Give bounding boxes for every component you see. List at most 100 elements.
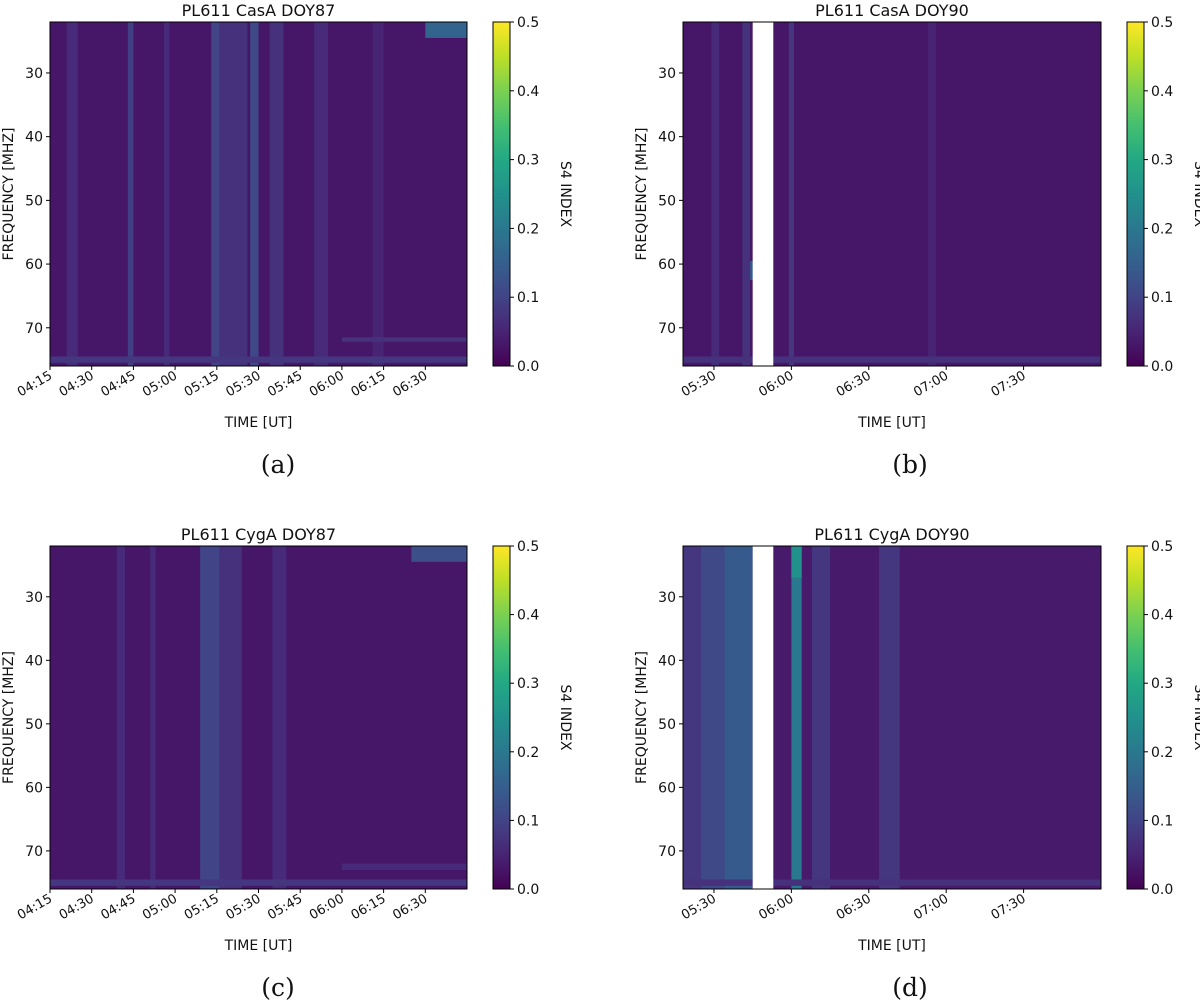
heatmap-vertical-band (66, 22, 78, 366)
heatmap-horizontal-band (50, 879, 467, 886)
heatmap-vertical-band (250, 22, 259, 366)
panel-caption-d: (d) (892, 973, 928, 1002)
colorbar-label: S4 INDEX (1191, 161, 1200, 227)
colorbar-tick-label: 0.4 (517, 608, 539, 624)
x-tick-label: 05:30 (679, 368, 719, 400)
chart-title: PL611 CygA DOY87 (181, 525, 336, 544)
colorbar-tick-label: 0.5 (1151, 15, 1173, 31)
y-tick-label: 70 (658, 844, 676, 860)
y-tick-label: 60 (25, 780, 43, 796)
y-tick-label: 60 (658, 780, 676, 796)
colorbar-tick-label: 0.0 (517, 359, 539, 375)
x-tick-label: 06:00 (307, 368, 347, 400)
x-axis-label: TIME [UT] (857, 415, 926, 431)
heatmap-vertical-band (812, 546, 831, 889)
y-axis-label: FREQUENCY [MHZ] (634, 651, 650, 784)
heatmap-horizontal-band (411, 546, 467, 562)
y-tick-label: 50 (658, 193, 676, 209)
panel-b: 05:30 06:00 06:30 07:00 07:30 30 40 50 60 70 PL611… (634, 1, 1200, 431)
heatmap-vertical-band (127, 22, 134, 366)
y-tick-label: 50 (25, 193, 43, 209)
x-tick-label: 06:15 (349, 368, 389, 400)
x-tick-label: 07:30 (989, 891, 1029, 923)
data-gap (752, 22, 774, 366)
x-tick-label: 04:30 (57, 891, 97, 923)
x-tick-label: 06:30 (390, 368, 430, 400)
heatmap-horizontal-band (683, 356, 1101, 363)
heatmap-vertical-band (701, 546, 725, 889)
x-tick-label: 05:45 (265, 891, 305, 923)
colorbar-tick-label: 0.2 (1151, 745, 1173, 761)
panel-c: 04:15 04:30 04:45 05:00 05:15 05:30 05:45 06:00… (1, 525, 573, 954)
x-tick-label: 07:00 (911, 891, 951, 923)
colorbar-tick-label: 0.5 (517, 539, 539, 555)
chart-title: PL611 CasA DOY87 (182, 1, 336, 20)
x-tick-label: 06:00 (307, 891, 347, 923)
heatmap-vertical-band (879, 546, 900, 889)
colorbar: 0.0 0.1 0.2 0.3 0.4 0.5 S4 INDEX (492, 15, 573, 375)
colorbar-tick-label: 0.4 (517, 84, 539, 100)
x-tick-label: 04:15 (15, 368, 55, 400)
x-tick-label: 06:15 (349, 891, 389, 923)
colorbar-tick-label: 0.1 (1151, 813, 1173, 829)
colorbar-tick-label: 0.0 (1151, 359, 1173, 375)
panel-d: 05:30 06:00 06:30 07:00 07:30 30 40 50 60 70 PL611… (634, 525, 1200, 954)
x-tick-label: 05:15 (182, 891, 222, 923)
heatmap-vertical-band (200, 546, 220, 889)
heatmap-vertical-band (791, 546, 802, 889)
panel-a: 04:15 04:30 04:45 05:00 05:15 05:30 05:45 06:00… (1, 1, 573, 431)
y-tick-label: 40 (658, 130, 676, 146)
y-tick-label: 40 (25, 653, 43, 669)
heatmap-vertical-band (219, 546, 242, 889)
colorbar-tick-label: 0.4 (1151, 608, 1173, 624)
y-axis-label: FREQUENCY [MHZ] (1, 128, 17, 261)
heatmap-vertical-band (683, 546, 702, 889)
heatmap-background (50, 546, 467, 889)
heatmap-vertical-band (116, 546, 126, 889)
y-tick-label: 40 (658, 653, 676, 669)
x-tick-label: 07:30 (989, 368, 1029, 400)
colorbar-label: S4 INDEX (1191, 684, 1200, 750)
panel-caption-b: (b) (892, 450, 928, 479)
x-tick-label: 05:45 (265, 368, 305, 400)
y-tick-label: 30 (658, 66, 676, 82)
heatmap-vertical-band (219, 22, 248, 366)
y-tick-label: 40 (25, 130, 43, 146)
x-tick-label: 05:30 (224, 891, 264, 923)
colorbar-tick-label: 0.3 (517, 676, 539, 692)
colorbar-tick-label: 0.2 (517, 745, 539, 761)
y-tick-label: 30 (25, 590, 43, 606)
x-tick-label: 06:00 (756, 891, 796, 923)
colorbar-bar (492, 545, 511, 890)
x-tick-label: 06:00 (756, 368, 796, 400)
heatmap-area-c (50, 546, 467, 889)
y-axis-label: FREQUENCY [MHZ] (1, 651, 17, 784)
y-tick-label: 70 (25, 321, 43, 337)
chart-title: PL611 CasA DOY90 (815, 1, 969, 20)
heatmap-area-d (683, 546, 1101, 889)
heatmap-horizontal-band (50, 356, 467, 363)
x-tick-label: 05:15 (182, 368, 222, 400)
heatmap-vertical-band (724, 546, 753, 889)
y-tick-label: 50 (658, 717, 676, 733)
x-tick-label: 06:30 (834, 891, 874, 923)
plot-frame (682, 21, 1102, 367)
colorbar-tick-label: 0.3 (1151, 153, 1173, 169)
heatmap-horizontal-band (425, 22, 467, 38)
y-tick-label: 60 (25, 257, 43, 273)
colorbar-tick-label: 0.2 (1151, 221, 1173, 237)
heatmap-area-a (50, 22, 467, 366)
x-axis-label: TIME [UT] (224, 938, 293, 954)
colorbar-tick-label: 0.1 (517, 813, 539, 829)
x-axis-label: TIME [UT] (857, 938, 926, 954)
x-tick-label: 07:00 (911, 368, 951, 400)
x-tick-label: 04:15 (15, 891, 55, 923)
colorbar-tick-label: 0.3 (517, 153, 539, 169)
heatmap-horizontal-band (791, 546, 802, 578)
x-tick-label: 05:30 (679, 891, 719, 923)
heatmap-vertical-band (211, 22, 220, 366)
x-axis-label: TIME [UT] (224, 415, 293, 431)
heatmap-vertical-band (269, 22, 284, 366)
heatmap-vertical-band (163, 22, 170, 366)
